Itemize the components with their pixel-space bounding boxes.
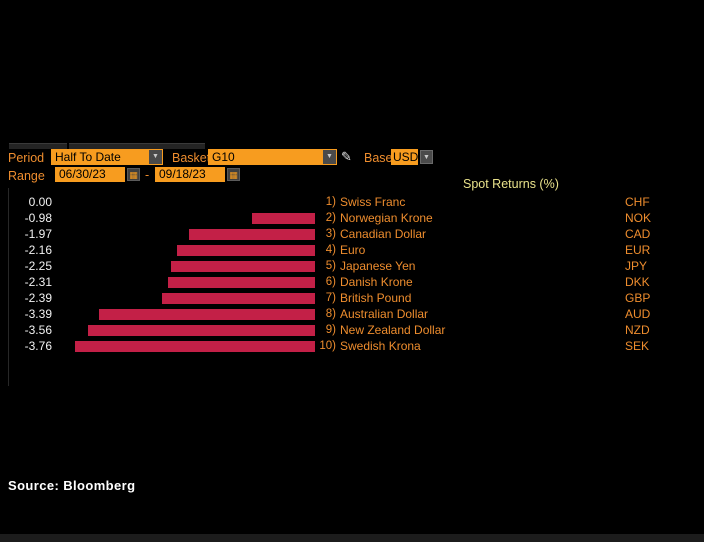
currency-code: CAD	[625, 227, 651, 241]
bar-value-label: -2.39	[24, 291, 52, 305]
currency-name: Swedish Krona	[340, 339, 421, 353]
bar-value-label: 0.00	[28, 195, 52, 209]
return-bar	[75, 341, 315, 352]
range-start-value: 06/30/23	[59, 167, 106, 181]
bar-value-label: -0.98	[24, 211, 52, 225]
basket-value: G10	[212, 150, 235, 164]
row-rank: 6)	[325, 276, 336, 288]
currency-name: British Pound	[340, 291, 412, 305]
basket-label: Basket	[172, 151, 211, 165]
currency-code: DKK	[625, 275, 650, 289]
bar-value-label: -1.97	[24, 227, 52, 241]
chart-row[interactable]: -2.25 5) Japanese Yen JPY	[0, 258, 704, 274]
row-rank: 9)	[325, 324, 336, 336]
bar-value-label: -2.31	[24, 275, 52, 289]
range-end-input[interactable]: 09/18/23	[155, 167, 225, 182]
range-start-input[interactable]: 06/30/23	[55, 167, 125, 182]
currency-code: AUD	[625, 307, 651, 321]
currency-code: CHF	[625, 195, 650, 209]
currency-code: EUR	[625, 243, 651, 257]
chevron-down-icon[interactable]: ▼	[420, 150, 433, 164]
period-label: Period	[8, 151, 45, 165]
currency-name: Australian Dollar	[340, 307, 429, 321]
return-bar	[177, 245, 315, 256]
row-rank: 8)	[325, 308, 336, 320]
period-dropdown[interactable]: Half To Date ▼	[51, 149, 163, 165]
currency-code: NOK	[625, 211, 652, 225]
row-rank: 10)	[319, 340, 336, 352]
row-rank: 7)	[325, 292, 336, 304]
base-dropdown[interactable]: USD	[391, 149, 418, 165]
bar-value-label: -3.76	[24, 339, 52, 353]
chevron-down-icon[interactable]: ▼	[149, 150, 162, 164]
chart-left-axis-line	[8, 188, 9, 386]
source-credit: Source: Bloomberg	[8, 478, 136, 493]
chart-row[interactable]: -2.31 6) Danish Krone DKK	[0, 274, 704, 290]
toolbar-remnant-right	[69, 143, 205, 149]
currency-code: SEK	[625, 339, 650, 353]
base-value: USD	[393, 150, 419, 164]
currency-code: JPY	[625, 259, 648, 273]
currency-name: Norwegian Krone	[340, 211, 433, 225]
return-bar	[171, 261, 315, 272]
currency-name: Canadian Dollar	[340, 227, 427, 241]
bar-value-label: -3.39	[24, 307, 52, 321]
currency-name: Euro	[340, 243, 366, 257]
return-bar	[252, 213, 315, 224]
bottom-strip	[0, 534, 704, 542]
chart-row[interactable]: -2.39 7) British Pound GBP	[0, 290, 704, 306]
return-bar	[168, 277, 315, 288]
currency-name: Danish Krone	[340, 275, 413, 289]
chevron-down-icon[interactable]: ▼	[323, 150, 336, 164]
chart-row[interactable]: -0.98 2) Norwegian Krone NOK	[0, 210, 704, 226]
row-rank: 2)	[325, 212, 336, 224]
currency-name: Japanese Yen	[340, 259, 416, 273]
row-rank: 3)	[325, 228, 336, 240]
currency-code: NZD	[625, 323, 650, 337]
chart-row[interactable]: -3.39 8) Australian Dollar AUD	[0, 306, 704, 322]
range-end-value: 09/18/23	[159, 167, 206, 181]
chart-row[interactable]: 0.00 1) Swiss Franc CHF	[0, 194, 704, 210]
bar-value-label: -2.25	[24, 259, 52, 273]
return-bar	[189, 229, 315, 240]
range-label: Range	[8, 169, 45, 183]
bar-value-label: -2.16	[24, 243, 52, 257]
toolbar-remnant-left	[9, 143, 67, 149]
chart-title: Spot Returns (%)	[463, 177, 559, 191]
currency-name: Swiss Franc	[340, 195, 406, 209]
bar-value-label: -3.56	[24, 323, 52, 337]
row-rank: 1)	[325, 196, 336, 208]
range-separator: -	[145, 168, 150, 182]
return-bar	[162, 293, 315, 304]
chart-row[interactable]: -1.97 3) Canadian Dollar CAD	[0, 226, 704, 242]
currency-code: GBP	[625, 291, 651, 305]
chart-row[interactable]: -2.16 4) Euro EUR	[0, 242, 704, 258]
row-rank: 4)	[325, 244, 336, 256]
return-bar	[99, 309, 315, 320]
calendar-icon[interactable]: ▦	[127, 168, 140, 181]
row-rank: 5)	[325, 260, 336, 272]
calendar-icon[interactable]: ▦	[227, 168, 240, 181]
return-bar	[88, 325, 315, 336]
edit-pencil-icon[interactable]: ✎	[341, 149, 352, 164]
base-label: Base	[364, 151, 393, 165]
chart-row[interactable]: -3.76 10) Swedish Krona SEK	[0, 338, 704, 354]
chart-row[interactable]: -3.56 9) New Zealand Dollar NZD	[0, 322, 704, 338]
currency-name: New Zealand Dollar	[340, 323, 446, 337]
period-value: Half To Date	[55, 150, 121, 164]
basket-dropdown[interactable]: G10 ▼	[208, 149, 337, 165]
